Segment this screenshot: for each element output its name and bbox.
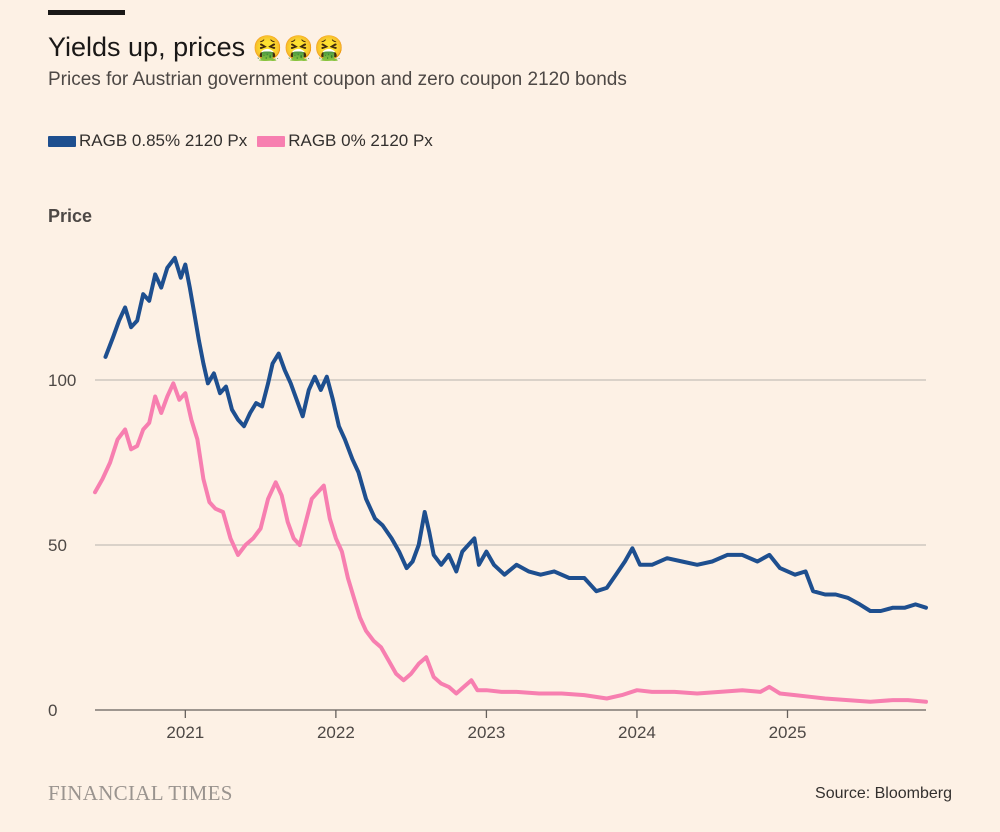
x-tick-label-2022: 2022 [317,723,355,742]
legend-item-zero-coupon: RAGB 0% 2120 Px [257,131,433,151]
axes: 0 50 100 2021 2022 2023 2024 2025 [48,371,926,742]
x-tick-label-2025: 2025 [769,723,807,742]
series-line-zero-coupon [93,381,928,704]
vomiting-face-emoji-icon: 🤮🤮🤮 [252,35,346,62]
financial-times-logo: FINANCIAL TIMES [48,781,233,805]
chart-subtitle: Prices for Austrian government coupon an… [48,69,627,90]
x-tick-label-2024: 2024 [618,723,656,742]
header-rule [48,10,125,15]
legend-item-coupon: RAGB 0.85% 2120 Px [48,131,247,151]
y-tick-label-50: 50 [48,536,67,555]
y-tick-label-100: 100 [48,371,76,390]
chart-title-text: Yields up, prices [48,32,246,62]
legend-swatch-coupon [48,135,76,147]
legend-label-zero-coupon: RAGB 0% 2120 Px [288,131,433,150]
series-line-coupon [103,255,928,613]
legend-label-coupon: RAGB 0.85% 2120 Px [79,131,248,150]
gridlines [95,379,926,546]
series-lines [93,255,928,704]
x-tick-label-2021: 2021 [166,723,204,742]
chart-legend: RAGB 0.85% 2120 Px RAGB 0% 2120 Px [48,131,443,151]
y-tick-label-0: 0 [48,701,57,720]
source-note: Source: Bloomberg [815,785,952,802]
chart-title: Yields up, prices 🤮🤮🤮 [48,30,345,66]
legend-swatch-zero-coupon [257,135,286,147]
x-tick-label-2023: 2023 [467,723,505,742]
y-axis-label: Price [48,206,93,226]
